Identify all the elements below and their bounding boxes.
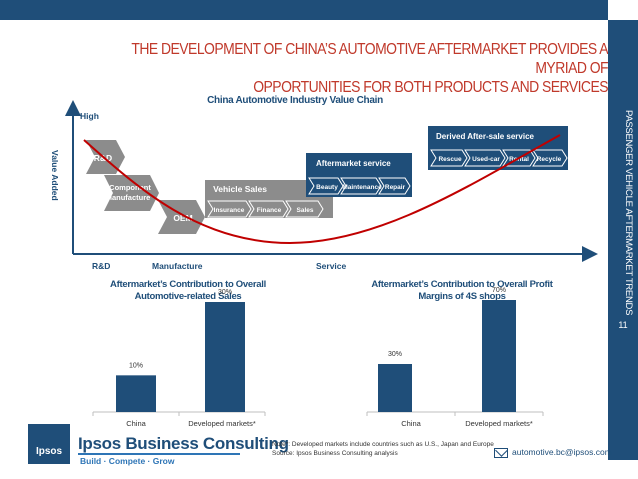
chart-2-bar-china	[378, 364, 412, 412]
aftermarket-item-beauty	[308, 177, 344, 195]
ipsos-logo: Ipsos	[28, 424, 70, 464]
sidebar: PASSENGER VEHICLE AFTERMARKET TRENDS 11	[608, 20, 638, 460]
x-label-service: Service	[316, 261, 347, 271]
derived-service-box	[428, 126, 568, 146]
vehicle-sales-item-finance-label: Finance	[257, 207, 282, 214]
bar-chart-profit: Aftermarket’s Contribution to Overall Pr…	[366, 279, 554, 428]
bar-chart-sales: Aftermarket’s Contribution to Overall Au…	[92, 279, 266, 428]
brand-name: Ipsos Business Consulting	[78, 434, 289, 453]
chart-2-title-line-1: Aftermarket’s Contribution to Overall Pr…	[371, 279, 553, 290]
footnote: Note*: Developed markets include countri…	[272, 440, 494, 458]
email-icon	[494, 448, 508, 458]
value-added-curve	[83, 134, 561, 245]
page-title: THE DEVELOPMENT OF CHINA’S AUTOMOTIVE AF…	[88, 40, 608, 97]
value-chain-title: China Automotive Industry Value Chain	[207, 95, 383, 106]
vehicle-sales-item-sales	[285, 200, 324, 218]
chart-1-bar-developed	[205, 302, 245, 412]
derived-item-recycle-label: Recycle	[537, 156, 562, 163]
aftermarket-item-maintenance	[340, 177, 382, 195]
aftermarket-item-maintenance-label: Maintenance	[342, 184, 382, 191]
value-chain-diagram: China Automotive Industry Value Chain Hi…	[50, 95, 598, 271]
aftermarket-service-box	[306, 153, 412, 173]
chart-2-bar-developed	[482, 300, 516, 412]
rd-chevron	[86, 140, 125, 174]
chart-1-value-label-china: 10%	[129, 362, 143, 369]
aftermarket-item-repair-label: Repair	[385, 184, 406, 191]
chart-2-category-developed: Developed markets*	[465, 419, 533, 428]
vehicle-sales-item-finance	[248, 200, 289, 218]
x-label-rd: R&D	[92, 261, 110, 271]
chart-2-value-label-developed: 70%	[492, 287, 506, 294]
vehicle-sales-title: Vehicle Sales	[213, 184, 267, 194]
chart-1-category-china: China	[126, 419, 146, 428]
derived-service-title: Derived After-sale service	[436, 132, 535, 141]
chart-2-category-china: China	[401, 419, 421, 428]
vehicle-sales-item-insurance-label: Insurance	[214, 207, 245, 214]
component-label-1: Component	[109, 183, 151, 192]
vehicle-sales-item-insurance	[207, 200, 252, 218]
component-label-2: Manufacture	[106, 193, 151, 202]
vehicle-sales-item-sales-label: Sales	[297, 207, 314, 214]
brand-tagline: Build · Compete · Grow	[80, 456, 175, 466]
derived-item-recycle	[532, 149, 568, 167]
top-bar-notch	[608, 0, 638, 20]
page-title-line-1: THE DEVELOPMENT OF CHINA’S AUTOMOTIVE AF…	[131, 41, 608, 77]
derived-item-rescue-label: Rescue	[438, 156, 462, 163]
y-axis-high-label: High	[80, 111, 99, 121]
derived-item-used-car	[464, 149, 506, 167]
page-title-line-2: OPPORTUNITIES FOR BOTH PRODUCTS AND SERV…	[253, 79, 608, 96]
derived-item-rescue	[430, 149, 468, 167]
ipsos-logo-text: Ipsos	[35, 446, 63, 457]
chart-1-value-label-developed: 30%	[218, 289, 232, 296]
top-bar	[0, 0, 638, 20]
chart-2-value-label-china: 30%	[388, 351, 402, 358]
derived-item-used-car-label: Used-car	[472, 156, 500, 163]
footnote-note: Note*: Developed markets include countri…	[272, 441, 494, 448]
y-axis-label: Value Added	[50, 150, 60, 201]
footnote-source: Source: Ipsos Business Consulting analys…	[272, 450, 398, 457]
chart-2-title-line-2: Margins of 4S shops	[418, 291, 505, 302]
brand-underline	[78, 453, 240, 455]
aftermarket-service-title: Aftermarket service	[316, 159, 391, 168]
sidebar-label: PASSENGER VEHICLE AFTERMARKET TRENDS	[623, 110, 634, 316]
chart-1-title-line-2: Automotive-related Sales	[135, 291, 242, 302]
aftermarket-item-beauty-label: Beauty	[316, 184, 338, 191]
page-number: 11	[618, 320, 628, 330]
chart-1-bar-china	[116, 375, 156, 412]
component-chevron	[104, 175, 159, 211]
oem-label: OEM	[173, 213, 192, 223]
derived-item-rental-label: Rental	[509, 156, 529, 163]
aftermarket-item-repair	[378, 177, 411, 195]
email-link[interactable]: automotive.bc@ipsos.com	[512, 447, 612, 457]
x-label-manufacture: Manufacture	[152, 261, 203, 271]
chart-1-title-line-1: Aftermarket’s Contribution to Overall	[110, 279, 266, 290]
chart-1-category-developed: Developed markets*	[188, 419, 256, 428]
